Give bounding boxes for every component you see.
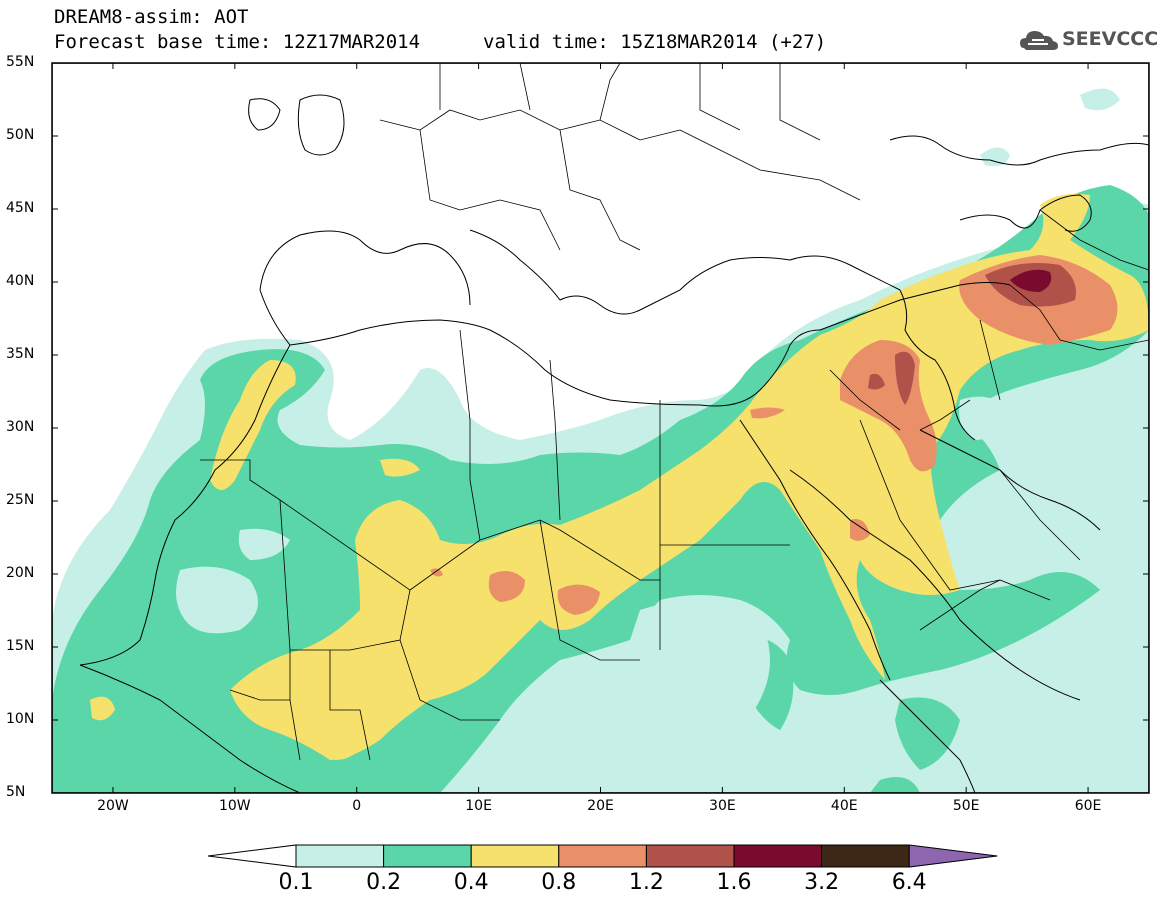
colorbar-swatch <box>470 844 560 868</box>
lon-label: 30E <box>709 798 736 814</box>
colorbar-tick-label: 0.1 <box>278 870 314 895</box>
colorbar-tick-label: 6.4 <box>891 870 927 895</box>
axis-ticks <box>52 62 1149 794</box>
map-title: DREAM8-assim: AOT <box>54 6 249 28</box>
valid-time: valid time: 15Z18MAR2014 (+27) <box>483 31 827 53</box>
lat-label: 25N <box>6 492 35 508</box>
aot-level-1.6 <box>1010 269 1052 292</box>
colorbar-swatch <box>821 844 910 868</box>
colorbar-swatch <box>383 844 472 868</box>
lat-label: 40N <box>6 273 35 289</box>
lat-label: 45N <box>6 200 35 216</box>
aot-level-0.1-pockets <box>176 395 1149 793</box>
lat-label: 50N <box>6 127 35 143</box>
colorbar-swatch <box>558 844 647 868</box>
lat-label: 10N <box>6 711 35 727</box>
colorbar-swatch <box>733 844 823 868</box>
colorbar <box>207 844 998 868</box>
colorbar-swatch <box>295 844 385 868</box>
lon-label: 20W <box>97 798 129 814</box>
colorbar-arrow-low <box>207 844 297 868</box>
lat-label: 15N <box>6 638 35 654</box>
lon-label: 60E <box>1074 798 1102 814</box>
lat-label: 35N <box>6 346 35 362</box>
colorbar-tick-label: 0.2 <box>366 870 402 895</box>
lon-label: 50E <box>952 798 980 814</box>
lon-label: 10W <box>218 798 251 814</box>
colorbar-tick-label: 0.8 <box>541 870 577 895</box>
colorbar-tick-label: 3.2 <box>804 870 840 895</box>
lat-label: 5N <box>6 784 26 800</box>
lat-label: 55N <box>6 54 35 70</box>
lon-label: 20E <box>587 798 614 814</box>
lon-label: 0 <box>352 798 362 814</box>
colorbar-arrow-high <box>908 844 998 868</box>
coastlines <box>79 94 1149 793</box>
colorbar-tick-label: 1.6 <box>716 870 752 895</box>
lat-label: 20N <box>6 565 35 581</box>
country-borders <box>200 63 1149 761</box>
forecast-base-time: Forecast base time: 12Z17MAR2014 <box>54 31 421 53</box>
cloud-logo-icon <box>1020 31 1058 50</box>
lon-label: 40E <box>830 798 858 814</box>
logo-text: SEEVCCC <box>1062 28 1159 50</box>
colorbar-tick-label: 0.4 <box>453 870 489 895</box>
lon-label: 10E <box>465 798 492 814</box>
colorbar-swatch <box>645 844 735 868</box>
lat-label: 30N <box>6 419 35 435</box>
colorbar-tick-label: 1.2 <box>628 870 664 895</box>
